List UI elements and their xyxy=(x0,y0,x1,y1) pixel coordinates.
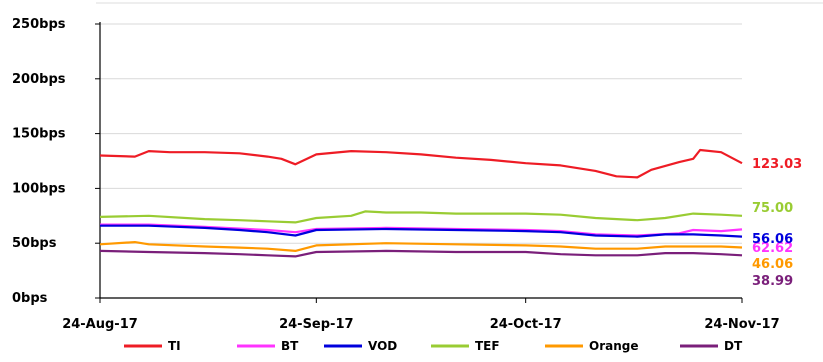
series-line-dt xyxy=(99,249,743,258)
axes xyxy=(99,22,742,299)
legend-label-tef: TEF xyxy=(475,339,500,353)
y-tick-label: 50bps xyxy=(12,236,57,251)
x-axis-ticks: 24-Aug-17 24-Sep-17 24-Oct-17 24-Nov-17 xyxy=(62,298,780,332)
x-tick-label: 24-Aug-17 xyxy=(62,317,138,332)
legend-label-orange: Orange xyxy=(589,339,639,353)
end-label-bt: 62.62 xyxy=(752,241,793,256)
series-line-orange xyxy=(99,241,743,252)
series-lines xyxy=(99,148,743,258)
series-line-ti xyxy=(99,148,743,179)
end-label-dt: 38.99 xyxy=(752,274,793,289)
x-tick-label: 24-Nov-17 xyxy=(704,317,779,332)
y-tick-label: 100bps xyxy=(12,181,66,196)
y-axis-ticks: 0bps 50bps 100bps 150bps 200bps 250bps xyxy=(12,17,100,306)
end-label-tef: 75.00 xyxy=(752,201,793,216)
end-label-ti: 123.03 xyxy=(752,157,802,172)
legend-label-ti: TI xyxy=(168,339,181,353)
series-line-tef xyxy=(99,210,743,224)
legend-label-dt: DT xyxy=(724,339,743,353)
y-tick-label: 150bps xyxy=(12,127,66,142)
end-label-orange: 46.06 xyxy=(752,257,793,272)
y-tick-label: 200bps xyxy=(12,72,66,87)
x-tick-label: 24-Sep-17 xyxy=(279,317,353,332)
legend-label-vod: VOD xyxy=(368,339,397,353)
x-tick-label: 24-Oct-17 xyxy=(490,317,562,332)
series-line-vod xyxy=(100,224,743,238)
y-tick-label: 0bps xyxy=(12,291,48,306)
legend-label-bt: BT xyxy=(281,339,299,353)
legend: TI BT VOD TEF Orange DT xyxy=(124,339,743,353)
gridlines xyxy=(100,23,742,244)
end-label-vod: 56.06 xyxy=(752,232,793,247)
y-tick-label: 250bps xyxy=(12,17,66,32)
